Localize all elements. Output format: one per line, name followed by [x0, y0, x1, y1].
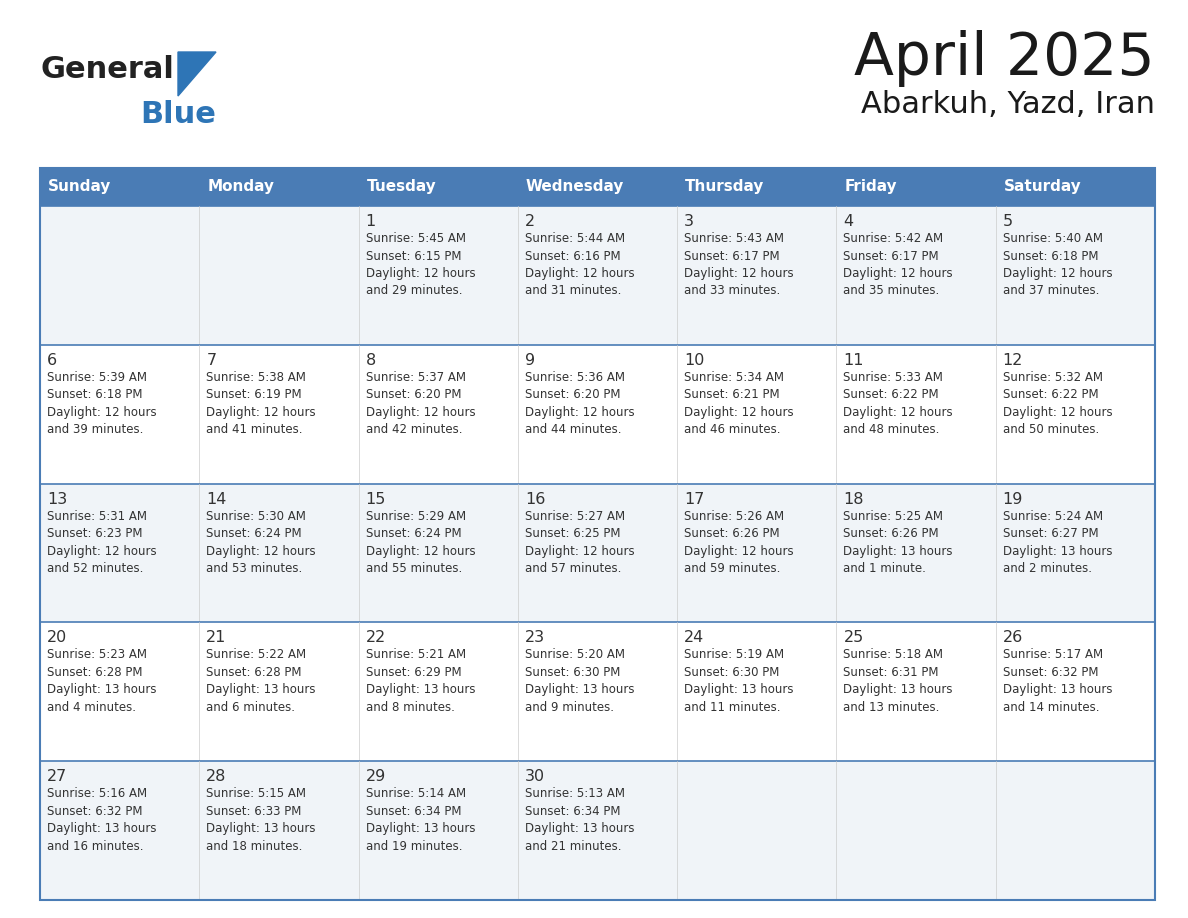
- Text: Sunrise: 5:29 AM
Sunset: 6:24 PM
Daylight: 12 hours
and 55 minutes.: Sunrise: 5:29 AM Sunset: 6:24 PM Dayligh…: [366, 509, 475, 575]
- Text: Sunrise: 5:14 AM
Sunset: 6:34 PM
Daylight: 13 hours
and 19 minutes.: Sunrise: 5:14 AM Sunset: 6:34 PM Dayligh…: [366, 788, 475, 853]
- Text: 30: 30: [525, 769, 545, 784]
- Text: Sunrise: 5:32 AM
Sunset: 6:22 PM
Daylight: 12 hours
and 50 minutes.: Sunrise: 5:32 AM Sunset: 6:22 PM Dayligh…: [1003, 371, 1112, 436]
- Text: 13: 13: [48, 492, 68, 507]
- Text: 3: 3: [684, 214, 694, 229]
- Text: Friday: Friday: [845, 180, 897, 195]
- Text: Sunrise: 5:45 AM
Sunset: 6:15 PM
Daylight: 12 hours
and 29 minutes.: Sunrise: 5:45 AM Sunset: 6:15 PM Dayligh…: [366, 232, 475, 297]
- Text: Sunrise: 5:13 AM
Sunset: 6:34 PM
Daylight: 13 hours
and 21 minutes.: Sunrise: 5:13 AM Sunset: 6:34 PM Dayligh…: [525, 788, 634, 853]
- Text: Sunrise: 5:39 AM
Sunset: 6:18 PM
Daylight: 12 hours
and 39 minutes.: Sunrise: 5:39 AM Sunset: 6:18 PM Dayligh…: [48, 371, 157, 436]
- Text: Sunrise: 5:23 AM
Sunset: 6:28 PM
Daylight: 13 hours
and 4 minutes.: Sunrise: 5:23 AM Sunset: 6:28 PM Dayligh…: [48, 648, 157, 714]
- Text: 4: 4: [843, 214, 853, 229]
- Text: Abarkuh, Yazd, Iran: Abarkuh, Yazd, Iran: [861, 90, 1155, 119]
- Text: Wednesday: Wednesday: [526, 180, 624, 195]
- Text: Sunrise: 5:17 AM
Sunset: 6:32 PM
Daylight: 13 hours
and 14 minutes.: Sunrise: 5:17 AM Sunset: 6:32 PM Dayligh…: [1003, 648, 1112, 714]
- Text: Sunday: Sunday: [48, 180, 112, 195]
- Text: 22: 22: [366, 631, 386, 645]
- Bar: [40, 761, 1155, 900]
- Text: Sunrise: 5:44 AM
Sunset: 6:16 PM
Daylight: 12 hours
and 31 minutes.: Sunrise: 5:44 AM Sunset: 6:16 PM Dayligh…: [525, 232, 634, 297]
- Text: Sunrise: 5:18 AM
Sunset: 6:31 PM
Daylight: 13 hours
and 13 minutes.: Sunrise: 5:18 AM Sunset: 6:31 PM Dayligh…: [843, 648, 953, 714]
- Text: Sunrise: 5:33 AM
Sunset: 6:22 PM
Daylight: 12 hours
and 48 minutes.: Sunrise: 5:33 AM Sunset: 6:22 PM Dayligh…: [843, 371, 953, 436]
- Text: Tuesday: Tuesday: [367, 180, 436, 195]
- Bar: [40, 622, 1155, 761]
- Bar: [40, 345, 1155, 484]
- Text: 27: 27: [48, 769, 68, 784]
- Text: Sunrise: 5:27 AM
Sunset: 6:25 PM
Daylight: 12 hours
and 57 minutes.: Sunrise: 5:27 AM Sunset: 6:25 PM Dayligh…: [525, 509, 634, 575]
- Text: 29: 29: [366, 769, 386, 784]
- Text: Sunrise: 5:19 AM
Sunset: 6:30 PM
Daylight: 13 hours
and 11 minutes.: Sunrise: 5:19 AM Sunset: 6:30 PM Dayligh…: [684, 648, 794, 714]
- Text: Sunrise: 5:26 AM
Sunset: 6:26 PM
Daylight: 12 hours
and 59 minutes.: Sunrise: 5:26 AM Sunset: 6:26 PM Dayligh…: [684, 509, 794, 575]
- Text: 9: 9: [525, 353, 535, 368]
- Text: 2: 2: [525, 214, 535, 229]
- Text: 19: 19: [1003, 492, 1023, 507]
- Text: Sunrise: 5:30 AM
Sunset: 6:24 PM
Daylight: 12 hours
and 53 minutes.: Sunrise: 5:30 AM Sunset: 6:24 PM Dayligh…: [207, 509, 316, 575]
- Text: Sunrise: 5:36 AM
Sunset: 6:20 PM
Daylight: 12 hours
and 44 minutes.: Sunrise: 5:36 AM Sunset: 6:20 PM Dayligh…: [525, 371, 634, 436]
- Text: Sunrise: 5:43 AM
Sunset: 6:17 PM
Daylight: 12 hours
and 33 minutes.: Sunrise: 5:43 AM Sunset: 6:17 PM Dayligh…: [684, 232, 794, 297]
- Text: 7: 7: [207, 353, 216, 368]
- Text: Sunrise: 5:37 AM
Sunset: 6:20 PM
Daylight: 12 hours
and 42 minutes.: Sunrise: 5:37 AM Sunset: 6:20 PM Dayligh…: [366, 371, 475, 436]
- Text: 17: 17: [684, 492, 704, 507]
- Text: Sunrise: 5:16 AM
Sunset: 6:32 PM
Daylight: 13 hours
and 16 minutes.: Sunrise: 5:16 AM Sunset: 6:32 PM Dayligh…: [48, 788, 157, 853]
- Text: 18: 18: [843, 492, 864, 507]
- Text: Sunrise: 5:40 AM
Sunset: 6:18 PM
Daylight: 12 hours
and 37 minutes.: Sunrise: 5:40 AM Sunset: 6:18 PM Dayligh…: [1003, 232, 1112, 297]
- Text: 14: 14: [207, 492, 227, 507]
- Text: Sunrise: 5:31 AM
Sunset: 6:23 PM
Daylight: 12 hours
and 52 minutes.: Sunrise: 5:31 AM Sunset: 6:23 PM Dayligh…: [48, 509, 157, 575]
- Text: Sunrise: 5:38 AM
Sunset: 6:19 PM
Daylight: 12 hours
and 41 minutes.: Sunrise: 5:38 AM Sunset: 6:19 PM Dayligh…: [207, 371, 316, 436]
- Text: 15: 15: [366, 492, 386, 507]
- Text: April 2025: April 2025: [854, 30, 1155, 87]
- Bar: [40, 168, 1155, 206]
- Text: Thursday: Thursday: [685, 180, 765, 195]
- Bar: [40, 484, 1155, 622]
- Text: 5: 5: [1003, 214, 1013, 229]
- Text: 11: 11: [843, 353, 864, 368]
- Text: Sunrise: 5:24 AM
Sunset: 6:27 PM
Daylight: 13 hours
and 2 minutes.: Sunrise: 5:24 AM Sunset: 6:27 PM Dayligh…: [1003, 509, 1112, 575]
- Text: Sunrise: 5:42 AM
Sunset: 6:17 PM
Daylight: 12 hours
and 35 minutes.: Sunrise: 5:42 AM Sunset: 6:17 PM Dayligh…: [843, 232, 953, 297]
- Text: 1: 1: [366, 214, 375, 229]
- Text: 21: 21: [207, 631, 227, 645]
- Text: 20: 20: [48, 631, 68, 645]
- Text: Sunrise: 5:15 AM
Sunset: 6:33 PM
Daylight: 13 hours
and 18 minutes.: Sunrise: 5:15 AM Sunset: 6:33 PM Dayligh…: [207, 788, 316, 853]
- Text: 12: 12: [1003, 353, 1023, 368]
- Text: 23: 23: [525, 631, 545, 645]
- Text: 10: 10: [684, 353, 704, 368]
- Text: 25: 25: [843, 631, 864, 645]
- Text: Sunrise: 5:21 AM
Sunset: 6:29 PM
Daylight: 13 hours
and 8 minutes.: Sunrise: 5:21 AM Sunset: 6:29 PM Dayligh…: [366, 648, 475, 714]
- Text: 16: 16: [525, 492, 545, 507]
- Text: Saturday: Saturday: [1004, 180, 1081, 195]
- Text: 8: 8: [366, 353, 375, 368]
- Text: General: General: [40, 55, 173, 84]
- Text: 28: 28: [207, 769, 227, 784]
- Polygon shape: [178, 52, 216, 96]
- Text: Sunrise: 5:20 AM
Sunset: 6:30 PM
Daylight: 13 hours
and 9 minutes.: Sunrise: 5:20 AM Sunset: 6:30 PM Dayligh…: [525, 648, 634, 714]
- Text: 26: 26: [1003, 631, 1023, 645]
- Text: Monday: Monday: [207, 180, 274, 195]
- Text: Sunrise: 5:22 AM
Sunset: 6:28 PM
Daylight: 13 hours
and 6 minutes.: Sunrise: 5:22 AM Sunset: 6:28 PM Dayligh…: [207, 648, 316, 714]
- Text: Sunrise: 5:34 AM
Sunset: 6:21 PM
Daylight: 12 hours
and 46 minutes.: Sunrise: 5:34 AM Sunset: 6:21 PM Dayligh…: [684, 371, 794, 436]
- Bar: [40, 206, 1155, 345]
- Text: Blue: Blue: [140, 100, 216, 129]
- Text: 24: 24: [684, 631, 704, 645]
- Bar: [40, 168, 1155, 900]
- Text: Sunrise: 5:25 AM
Sunset: 6:26 PM
Daylight: 13 hours
and 1 minute.: Sunrise: 5:25 AM Sunset: 6:26 PM Dayligh…: [843, 509, 953, 575]
- Text: 6: 6: [48, 353, 57, 368]
